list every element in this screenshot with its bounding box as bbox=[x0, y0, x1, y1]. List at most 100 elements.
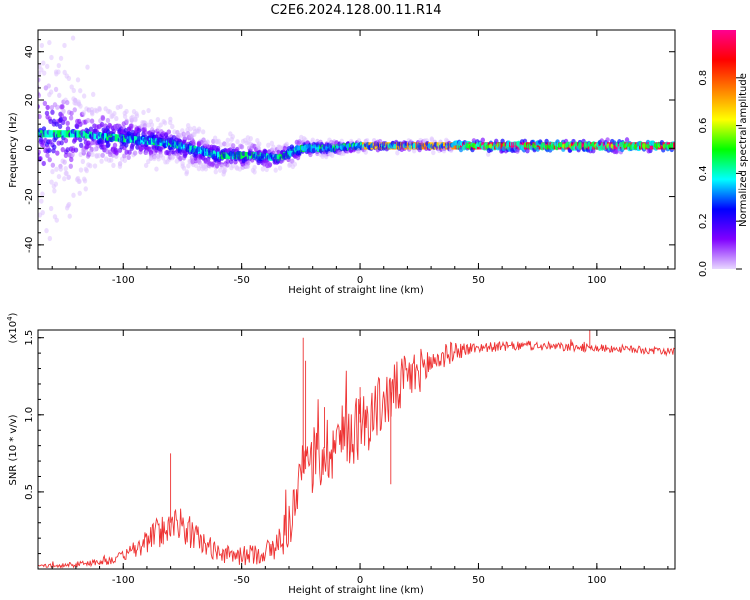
spectrogram-cell bbox=[191, 139, 196, 145]
colorbar-tick-label: 0.2 bbox=[698, 213, 709, 229]
spectrogram-core-cell bbox=[65, 130, 69, 138]
y-tick-label: 1.0 bbox=[24, 407, 35, 423]
spectrogram-cell bbox=[58, 166, 63, 172]
spectrogram-core-cell bbox=[536, 142, 540, 150]
spectrogram-cell bbox=[142, 123, 148, 129]
spectrogram-cell bbox=[55, 104, 60, 110]
spectrogram-cell bbox=[267, 162, 273, 168]
spectrogram-cell bbox=[624, 137, 630, 143]
spectrogram-cell bbox=[59, 104, 64, 110]
spectrogram-core-cell bbox=[199, 147, 203, 155]
spectrogram-cell bbox=[614, 149, 619, 155]
spectrogram-core-cell bbox=[244, 151, 248, 160]
spectrogram-cell bbox=[59, 140, 64, 146]
spectrogram-cell bbox=[471, 138, 477, 144]
spectrogram-cell bbox=[156, 125, 161, 132]
spectrogram-cell bbox=[171, 153, 176, 160]
spectrogram-cell bbox=[62, 176, 67, 182]
spectrogram-cell bbox=[193, 162, 199, 169]
spectrogram-cell bbox=[85, 64, 90, 70]
spectrogram-cell bbox=[196, 126, 202, 132]
spectrogram-cell bbox=[271, 150, 276, 156]
spectrogram-cell bbox=[49, 179, 54, 185]
x-tick-label: 100 bbox=[587, 575, 606, 586]
spectrogram-cell bbox=[53, 86, 59, 92]
spectrogram-core-cell bbox=[509, 142, 512, 150]
spectrogram-cell bbox=[100, 115, 106, 122]
spectrogram-cell bbox=[282, 145, 288, 151]
spectrogram-core-cell bbox=[423, 142, 427, 150]
y-tick-label: 40 bbox=[24, 45, 35, 58]
spectrogram-cell bbox=[92, 163, 98, 169]
spectrogram-cell bbox=[69, 84, 74, 90]
spectrogram-cell bbox=[44, 63, 50, 69]
spectrogram-core-cell bbox=[38, 130, 41, 138]
spectrogram-core-cell bbox=[116, 134, 120, 142]
spectrogram-cell bbox=[97, 106, 102, 113]
spectrogram-cell bbox=[105, 142, 110, 149]
y-tick-label: 0.5 bbox=[24, 484, 35, 500]
spectrogram-cell bbox=[72, 137, 78, 143]
snr-plot-area bbox=[38, 330, 675, 569]
spectrogram-cell bbox=[182, 134, 187, 141]
spectrogram-core-cell bbox=[63, 130, 66, 138]
spectrogram-cell bbox=[241, 150, 246, 157]
spectrogram-cell bbox=[60, 147, 65, 153]
spectrogram-cell bbox=[69, 110, 74, 116]
spectrogram-cell bbox=[48, 205, 54, 212]
spectrogram-cell bbox=[264, 166, 269, 173]
spectrogram-cell bbox=[75, 77, 81, 83]
spectrogram-cell bbox=[41, 60, 46, 66]
spectrogram-cell bbox=[65, 99, 70, 106]
snr-scale-label: (x104) bbox=[6, 312, 19, 343]
spectrogram-cell bbox=[48, 89, 54, 95]
spectrogram-cell bbox=[49, 54, 54, 61]
spectrogram-cell bbox=[112, 110, 117, 117]
spectrogram-core-cell bbox=[76, 130, 79, 138]
spectrogram-cell bbox=[252, 164, 257, 171]
spectrogram-cell bbox=[146, 158, 151, 165]
y-tick-label: 0 bbox=[24, 145, 35, 151]
spectrogram-core-cell bbox=[617, 142, 621, 150]
spectrogram-core-cell bbox=[581, 142, 584, 150]
spectrogram-cell bbox=[54, 217, 59, 223]
spectrogram-cell bbox=[276, 149, 281, 155]
spectrogram-core-cell bbox=[453, 142, 456, 150]
spectrogram-core-cell bbox=[442, 142, 446, 150]
spectrogram-cell bbox=[149, 122, 155, 128]
colorbar-gradient bbox=[712, 30, 736, 269]
spectrogram-cell bbox=[114, 115, 119, 122]
spectrogram-core-cell bbox=[106, 133, 109, 141]
spectrogram-core-cell bbox=[84, 131, 88, 139]
spectrogram-core-cell bbox=[246, 151, 250, 160]
spectrogram-cell bbox=[248, 135, 253, 142]
spectrogram-cell bbox=[213, 169, 218, 175]
spectrogram-core-cell bbox=[82, 130, 86, 139]
spectrogram-cell bbox=[45, 104, 50, 111]
x-tick-label: 0 bbox=[357, 275, 363, 286]
y-tick-label: 20 bbox=[24, 94, 35, 107]
spectrogram-cell bbox=[150, 127, 155, 133]
spectrogram-marks bbox=[38, 35, 675, 242]
spectrogram-cell bbox=[88, 126, 94, 132]
spectrogram-core-cell bbox=[276, 154, 280, 162]
spectrogram-cell bbox=[55, 150, 60, 156]
colorbar-tick-label: 0.8 bbox=[698, 70, 709, 86]
spectrogram-cell bbox=[49, 104, 55, 111]
spectrogram-cell bbox=[57, 123, 63, 129]
spectrogram-cell bbox=[158, 122, 163, 128]
spectrogram-cell bbox=[62, 42, 67, 49]
spectrogram-cell bbox=[235, 146, 240, 152]
spectrogram-cell bbox=[68, 115, 74, 121]
spectrogram-cell bbox=[61, 108, 66, 114]
spectrogram-core-cell bbox=[673, 142, 675, 150]
spectrogram-cell bbox=[132, 116, 138, 122]
spectrogram-cell bbox=[146, 107, 151, 114]
spectrogram-cell bbox=[44, 228, 49, 234]
colorbar-label: Normalized spectral amplitude bbox=[738, 73, 749, 227]
spectrogram-cell bbox=[70, 151, 75, 158]
spectrogram-cell bbox=[71, 192, 76, 198]
colorbar: 0.0 0.2 0.4 0.6 0.8 Normalized spectral ampl… bbox=[698, 30, 749, 277]
colorbar-ticks: 0.0 0.2 0.4 0.6 0.8 bbox=[698, 70, 742, 277]
